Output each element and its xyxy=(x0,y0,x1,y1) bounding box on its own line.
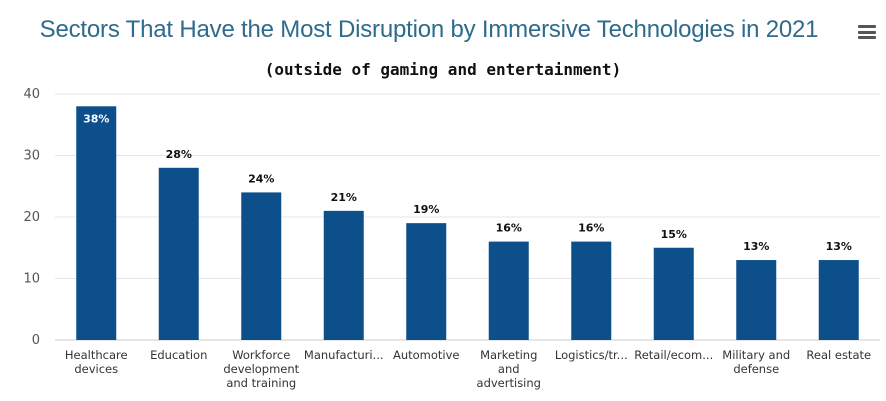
data-label: 28% xyxy=(166,148,192,161)
chart-subtitle: (outside of gaming and entertainment) xyxy=(264,60,622,79)
data-label: 16% xyxy=(578,222,604,235)
x-tick-label: Logistics/tr... xyxy=(555,348,628,362)
bar xyxy=(488,241,529,340)
bar xyxy=(406,223,447,340)
x-tick-label: Workforce development and training xyxy=(223,348,299,390)
bar xyxy=(653,247,694,340)
x-tick-label: Manufacturi... xyxy=(304,348,384,362)
data-label: 38% xyxy=(83,112,109,125)
x-tick-label: Education xyxy=(150,348,207,362)
data-label: 21% xyxy=(331,191,357,204)
bar xyxy=(323,210,364,340)
bar xyxy=(241,192,282,340)
data-label: 24% xyxy=(248,172,274,185)
bar xyxy=(818,260,859,340)
data-label: 13% xyxy=(743,240,769,253)
data-label: 15% xyxy=(661,228,687,241)
y-tick-label: 10 xyxy=(23,272,40,287)
y-tick-label: 30 xyxy=(23,149,40,164)
chart-title: Sectors That Have the Most Disruption by… xyxy=(39,16,819,43)
hamburger-menu-icon[interactable] xyxy=(858,25,876,39)
bar xyxy=(571,241,612,340)
y-tick-label: 20 xyxy=(23,210,40,225)
y-tick-label: 0 xyxy=(32,333,40,348)
y-tick-label: 40 xyxy=(23,87,40,102)
x-tick-label: Retail/ecom... xyxy=(634,348,713,362)
bar xyxy=(158,167,199,340)
data-label: 19% xyxy=(413,203,439,216)
x-tick-label: Healthcare devices xyxy=(65,348,128,376)
x-tick-label: Marketing and advertising xyxy=(477,348,541,390)
x-tick-label: Military and defense xyxy=(722,348,790,376)
data-label: 13% xyxy=(826,240,852,253)
bar xyxy=(736,260,777,340)
data-label: 16% xyxy=(496,222,522,235)
bar xyxy=(76,106,117,340)
x-tick-label: Automotive xyxy=(393,348,460,362)
x-tick-label: Real estate xyxy=(806,348,871,362)
